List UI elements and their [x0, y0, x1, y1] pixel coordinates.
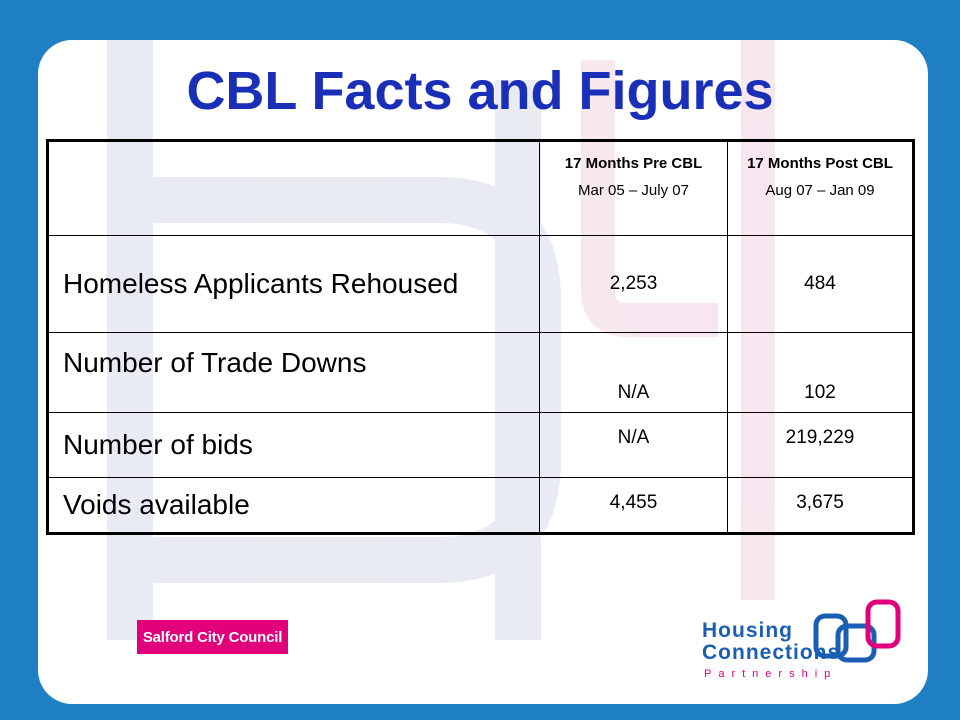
page-title: CBL Facts and Figures [186, 61, 774, 121]
table-header-row: 17 Months Pre CBL Mar 05 – July 07 17 Mo… [47, 140, 914, 236]
header-empty-cell [47, 140, 540, 236]
header-post-period: Aug 07 – Jan 09 [765, 182, 875, 199]
row-label: Homeless Applicants Rehoused [47, 235, 540, 333]
row-label: Number of Trade Downs [47, 332, 540, 413]
row-post-value: 102 [727, 332, 914, 413]
row-post-value: 219,229 [727, 412, 914, 478]
linked-squares-icon [813, 599, 901, 663]
row-label: Number of bids [47, 412, 540, 478]
row-pre-value: 4,455 [539, 477, 728, 534]
row-pre-value: N/A [539, 412, 728, 478]
table-row: Number of Trade Downs N/A 102 [47, 332, 914, 413]
table-row: Voids available 4,455 3,675 [47, 477, 914, 534]
logo-word-partnership: Partnership [704, 668, 838, 680]
facts-table: 17 Months Pre CBL Mar 05 – July 07 17 Mo… [46, 139, 915, 535]
table-row: Homeless Applicants Rehoused 2,253 484 [47, 235, 914, 333]
row-pre-value: 2,253 [539, 235, 728, 333]
salford-city-council-logo: Salford City Council [137, 620, 288, 654]
logo-word-connections: Connections [702, 641, 841, 664]
header-post-cbl: 17 Months Post CBL Aug 07 – Jan 09 [727, 140, 914, 236]
row-label: Voids available [47, 477, 540, 534]
logo-word-housing: Housing [702, 619, 793, 642]
header-pre-cbl: 17 Months Pre CBL Mar 05 – July 07 [539, 140, 728, 236]
header-post-title: 17 Months Post CBL [747, 155, 893, 172]
row-post-value: 484 [727, 235, 914, 333]
header-pre-title: 17 Months Pre CBL [564, 155, 703, 172]
header-pre-period: Mar 05 – July 07 [578, 182, 689, 199]
row-pre-value: N/A [539, 332, 728, 413]
row-post-value: 3,675 [727, 477, 914, 534]
housing-connections-logo: Housing Connections Partnership [702, 598, 912, 684]
table-row: Number of bids N/A 219,229 [47, 412, 914, 478]
